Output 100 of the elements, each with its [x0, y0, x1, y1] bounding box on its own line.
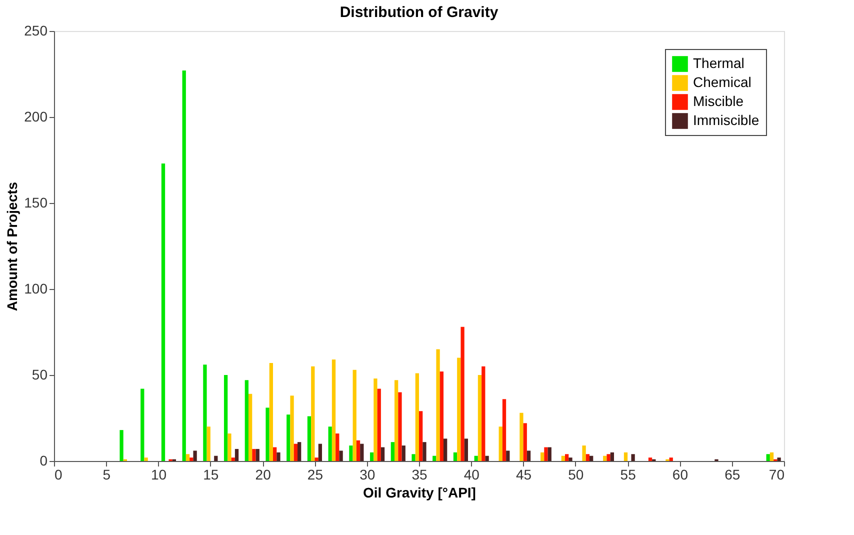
legend-label: Miscible — [693, 93, 744, 109]
x-tick-label: 10 — [150, 466, 167, 482]
bar — [453, 452, 458, 461]
bar — [394, 380, 398, 461]
bar — [422, 442, 426, 461]
bar — [415, 373, 419, 461]
x-tick-label: 65 — [724, 466, 740, 482]
bar — [603, 456, 607, 461]
bar — [339, 450, 343, 461]
bar — [224, 375, 228, 461]
bar — [482, 366, 486, 461]
bar — [770, 452, 774, 461]
bar — [502, 399, 506, 461]
bar — [436, 349, 440, 461]
y-tick-label: 250 — [24, 22, 48, 38]
bar — [360, 444, 364, 461]
x-tick-label: 55 — [620, 466, 636, 482]
x-tick-label: 25 — [307, 466, 324, 482]
bar — [568, 458, 572, 461]
bar — [186, 454, 190, 461]
x-tick-label: 20 — [255, 466, 272, 482]
bar — [474, 456, 478, 461]
x-tick-label: 15 — [203, 466, 219, 482]
bar — [412, 454, 416, 461]
bar — [370, 452, 374, 461]
bar — [328, 426, 332, 461]
bar — [624, 452, 628, 461]
bar — [777, 458, 781, 461]
x-tick-label: 45 — [516, 466, 532, 482]
bar — [586, 454, 590, 461]
bar — [444, 438, 448, 461]
bar — [352, 370, 356, 461]
bar — [485, 456, 489, 461]
bar — [228, 433, 232, 461]
bar — [520, 412, 524, 461]
x-tick-label: 5 — [102, 466, 111, 482]
bar — [390, 442, 394, 461]
bar — [314, 458, 318, 461]
chart-title: Distribution of Gravity — [340, 4, 499, 21]
legend-label: Chemical — [693, 74, 752, 90]
x-tick-label: 60 — [672, 466, 688, 482]
y-axis-title: Amount of Projects — [4, 182, 20, 312]
bar — [398, 392, 402, 461]
bar — [182, 70, 186, 461]
bar — [380, 447, 385, 461]
bar — [377, 388, 381, 461]
bar — [276, 452, 280, 461]
legend-label: Thermal — [693, 55, 744, 71]
bar — [506, 450, 510, 461]
bar — [631, 454, 635, 461]
y-tick-label: 50 — [32, 366, 48, 382]
bar — [234, 448, 239, 461]
legend-label: Immiscible — [693, 112, 760, 128]
x-axis-title: Oil Gravity [°API] — [363, 484, 476, 500]
bar — [464, 438, 468, 461]
bar — [266, 408, 270, 461]
bar — [544, 447, 548, 461]
bar — [307, 416, 312, 461]
bar — [332, 360, 336, 461]
bar — [440, 372, 444, 461]
bar — [269, 362, 273, 461]
bar — [457, 358, 461, 461]
bar — [356, 440, 360, 461]
y-tick-label: 150 — [24, 194, 48, 210]
y-tick-label: 200 — [24, 108, 48, 124]
bar — [248, 394, 252, 461]
bar — [540, 452, 544, 461]
bar — [460, 326, 464, 461]
bar — [193, 450, 197, 461]
bar — [244, 380, 248, 461]
bar — [548, 447, 552, 461]
x-tick-label: 70 — [768, 466, 785, 482]
x-tick-label: 0 — [54, 466, 62, 482]
bar — [523, 423, 527, 461]
bar — [669, 458, 673, 461]
bar — [294, 444, 298, 461]
bar — [214, 456, 218, 461]
y-tick-label: 0 — [40, 452, 48, 468]
bar — [606, 454, 610, 461]
x-tick-label: 30 — [360, 466, 376, 482]
bar — [231, 458, 235, 461]
bar — [610, 452, 614, 461]
bar — [349, 446, 353, 461]
bar — [273, 447, 277, 461]
bar — [648, 458, 652, 461]
bar — [582, 446, 586, 461]
bar — [144, 458, 148, 461]
bar — [402, 446, 406, 461]
bar — [590, 456, 594, 461]
bar — [498, 426, 502, 461]
bar — [140, 388, 144, 461]
bar — [298, 442, 302, 461]
bar — [432, 456, 436, 461]
bar — [206, 426, 210, 461]
x-tick-label: 50 — [568, 466, 584, 482]
bar — [286, 414, 290, 461]
bar — [256, 448, 260, 461]
x-tick-label: 35 — [412, 466, 428, 482]
bar — [190, 458, 194, 461]
bar — [565, 454, 569, 461]
